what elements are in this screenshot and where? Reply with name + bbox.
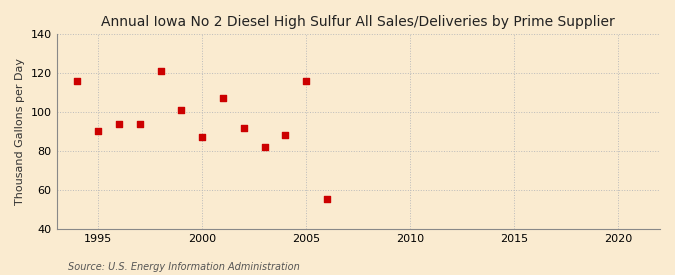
Point xyxy=(197,135,208,139)
Point xyxy=(238,125,249,130)
Title: Annual Iowa No 2 Diesel High Sulfur All Sales/Deliveries by Prime Supplier: Annual Iowa No 2 Diesel High Sulfur All … xyxy=(101,15,615,29)
Point xyxy=(176,108,187,112)
Point xyxy=(217,96,228,101)
Point xyxy=(72,79,83,83)
Point xyxy=(113,122,124,126)
Point xyxy=(280,133,291,138)
Text: Source: U.S. Energy Information Administration: Source: U.S. Energy Information Administ… xyxy=(68,262,299,272)
Point xyxy=(259,145,270,149)
Point xyxy=(322,197,333,202)
Point xyxy=(134,122,145,126)
Point xyxy=(301,79,312,83)
Point xyxy=(155,69,166,73)
Point xyxy=(92,129,103,134)
Y-axis label: Thousand Gallons per Day: Thousand Gallons per Day xyxy=(15,58,25,205)
